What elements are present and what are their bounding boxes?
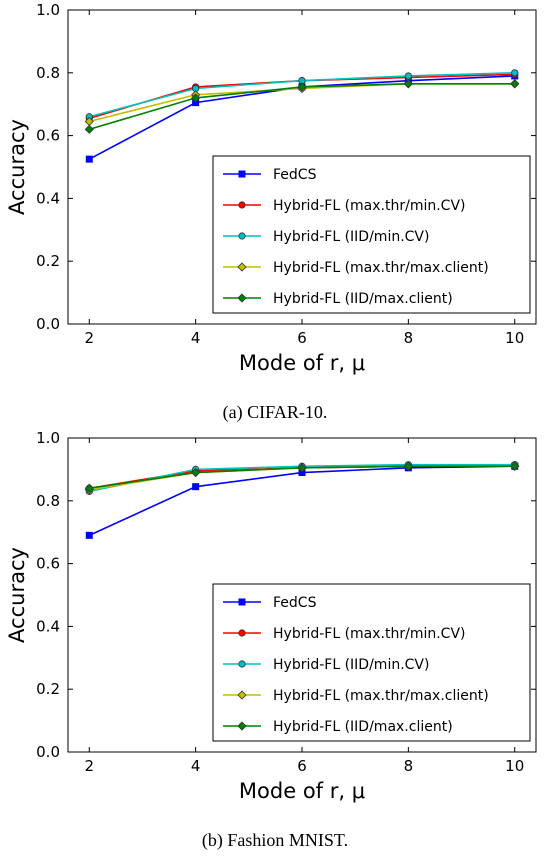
- cifar10-accuracy-chart: 0.0 0.2 0.4 0.6 0.8 1.0 2 4 6 8 10 Mode of r, μ Accu…: [5, 1, 537, 423]
- legend-box: [212, 583, 531, 742]
- legend-marker: [238, 170, 246, 178]
- legend-marker: [237, 262, 247, 272]
- legend-marker: [238, 201, 246, 209]
- data-point: [192, 483, 200, 491]
- data-point: [297, 82, 307, 92]
- data-point: [510, 79, 520, 89]
- y-tick-label: 0.2: [36, 680, 60, 698]
- legend: FedCS Hybrid-FL (max.thr/min.CV) Hybrid-FL…: [212, 583, 531, 742]
- x-tick-label: 10: [505, 329, 524, 347]
- legend-entry: Hybrid-FL (max.thr/min.CV): [273, 198, 466, 214]
- legend-marker: [237, 690, 247, 700]
- legend-entry: Hybrid-FL (IID/min.CV): [273, 657, 429, 673]
- series-2: [85, 69, 519, 121]
- legend-entry: FedCS: [273, 595, 317, 611]
- y-tick-label: 0.0: [36, 315, 60, 333]
- x-tick-label: 4: [191, 757, 201, 775]
- legend: FedCS Hybrid-FL (max.thr/min.CV) Hybrid-FL…: [212, 155, 531, 314]
- data-point: [510, 461, 520, 471]
- y-tick-label: 0.6: [36, 127, 60, 145]
- data-point: [191, 93, 201, 103]
- y-tick-label: 1.0: [36, 429, 60, 447]
- series-4: [84, 461, 520, 493]
- y-axis-label: Accuracy: [5, 547, 29, 643]
- data-point: [403, 79, 413, 89]
- y-tick-label: 0.6: [36, 555, 60, 573]
- legend-entry: Hybrid-FL (max.thr/max.client): [273, 260, 489, 276]
- x-tick-label: 8: [404, 757, 414, 775]
- data-point: [403, 461, 413, 471]
- series-4: [84, 79, 520, 134]
- legend-entry: Hybrid-FL (IID/max.client): [273, 719, 453, 735]
- x-tick-label: 2: [84, 757, 94, 775]
- legend-marker: [238, 660, 246, 668]
- x-tick-label: 2: [84, 329, 94, 347]
- x-tick-label: 6: [297, 329, 307, 347]
- data-point: [85, 155, 93, 163]
- data-point: [84, 124, 94, 134]
- data-point: [84, 483, 94, 493]
- data-point: [511, 69, 519, 77]
- data-point: [191, 467, 201, 478]
- y-tick-label: 1.0: [36, 1, 60, 19]
- data-point: [85, 531, 93, 539]
- y-axis-label: Accuracy: [5, 119, 29, 215]
- legend-marker: [238, 598, 246, 606]
- legend-entry: Hybrid-FL (max.thr/max.client): [273, 688, 489, 704]
- y-tick-label: 0.8: [36, 64, 60, 82]
- legend-marker: [238, 232, 246, 240]
- data-point: [404, 72, 412, 80]
- y-tick-label: 0.8: [36, 492, 60, 510]
- legend-entry: Hybrid-FL (IID/min.CV): [273, 229, 429, 245]
- data-point: [297, 463, 307, 473]
- series-line: [88, 465, 515, 537]
- fashion-mnist-accuracy-chart: 0.0 0.2 0.4 0.6 0.8 1.0 2 4 6 8 10 Mode of r, μ Accu…: [5, 429, 537, 851]
- chart-caption: (b) Fashion MNIST.: [202, 830, 348, 851]
- y-tick-label: 0.0: [36, 743, 60, 761]
- legend-entry: Hybrid-FL (max.thr/min.CV): [273, 626, 466, 642]
- legend-entry: Hybrid-FL (IID/max.client): [273, 291, 453, 307]
- x-tick-label: 8: [404, 329, 414, 347]
- legend-entry: FedCS: [273, 167, 317, 183]
- x-tick-label: 6: [297, 757, 307, 775]
- x-axis-label: Mode of r, μ: [239, 779, 365, 803]
- x-axis-label: Mode of r, μ: [239, 351, 365, 375]
- y-tick-label: 0.4: [36, 617, 60, 635]
- x-tick-label: 10: [505, 757, 524, 775]
- legend-marker: [237, 293, 247, 303]
- y-tick-label: 0.4: [36, 189, 60, 207]
- legend-marker: [237, 721, 247, 731]
- series-0: [85, 462, 519, 539]
- legend-marker: [238, 629, 246, 637]
- chart-caption: (a) CIFAR-10.: [223, 402, 328, 423]
- y-tick-label: 0.2: [36, 252, 60, 270]
- x-tick-label: 4: [191, 329, 201, 347]
- legend-box: [212, 155, 531, 314]
